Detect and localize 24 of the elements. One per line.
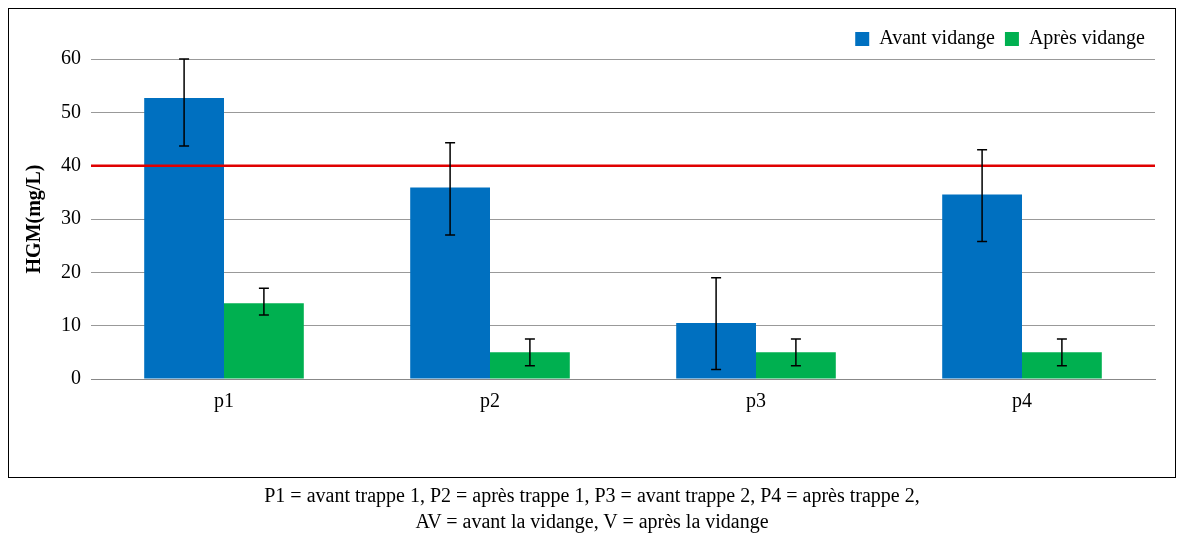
y-tick-label: 0 bbox=[71, 366, 81, 389]
y-tick-label: 60 bbox=[61, 46, 81, 69]
bar bbox=[144, 97, 224, 379]
x-tick-label: p1 bbox=[214, 389, 234, 413]
x-tick-label: p4 bbox=[1012, 389, 1032, 413]
y-axis-title: HGM(mg/L) bbox=[22, 164, 46, 274]
y-tick-label: 30 bbox=[61, 206, 81, 229]
y-tick-label: 20 bbox=[61, 259, 81, 282]
y-tick-label: 10 bbox=[61, 312, 81, 335]
text: P1 = avant trappe 1, P2 = après trappe 1, P3 = avant trappe 2, P4 = après trappe 2, bbox=[263, 483, 921, 508]
x-tick-label: p2 bbox=[480, 389, 500, 413]
y-tick-label: 40 bbox=[61, 152, 81, 175]
bar bbox=[756, 352, 836, 379]
legend-label: Après vidange bbox=[1028, 26, 1146, 50]
bar bbox=[676, 323, 756, 379]
legend-label: Avant vidange bbox=[879, 26, 996, 50]
bar bbox=[490, 352, 570, 379]
y-tick-label: 50 bbox=[61, 99, 81, 122]
bar bbox=[224, 303, 304, 379]
text: AV = avant la vidange, V = après la vidange bbox=[414, 509, 770, 534]
bar bbox=[1022, 352, 1102, 379]
bar bbox=[942, 194, 1022, 379]
x-tick-label: p3 bbox=[746, 389, 766, 413]
bar bbox=[410, 187, 490, 379]
